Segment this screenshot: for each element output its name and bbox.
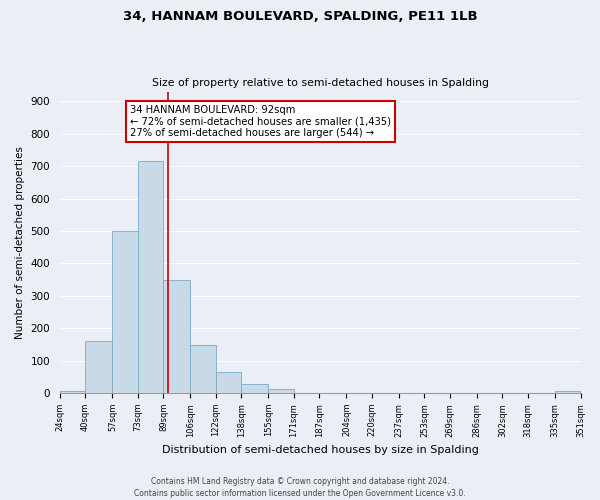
Bar — [190, 345, 216, 393]
Bar — [216, 372, 241, 393]
Text: Contains HM Land Registry data © Crown copyright and database right 2024.
Contai: Contains HM Land Registry data © Crown c… — [134, 476, 466, 498]
Bar — [60, 392, 85, 393]
X-axis label: Distribution of semi-detached houses by size in Spalding: Distribution of semi-detached houses by … — [162, 445, 479, 455]
Bar — [268, 389, 294, 393]
Bar — [163, 280, 190, 393]
Title: Size of property relative to semi-detached houses in Spalding: Size of property relative to semi-detach… — [152, 78, 489, 88]
Bar — [85, 341, 112, 393]
Bar — [241, 384, 268, 393]
Y-axis label: Number of semi-detached properties: Number of semi-detached properties — [15, 146, 25, 339]
Bar — [112, 231, 138, 393]
Text: 34, HANNAM BOULEVARD, SPALDING, PE11 1LB: 34, HANNAM BOULEVARD, SPALDING, PE11 1LB — [122, 10, 478, 23]
Text: 34 HANNAM BOULEVARD: 92sqm
← 72% of semi-detached houses are smaller (1,435)
27%: 34 HANNAM BOULEVARD: 92sqm ← 72% of semi… — [130, 105, 391, 138]
Bar — [555, 392, 580, 393]
Bar — [138, 162, 163, 393]
